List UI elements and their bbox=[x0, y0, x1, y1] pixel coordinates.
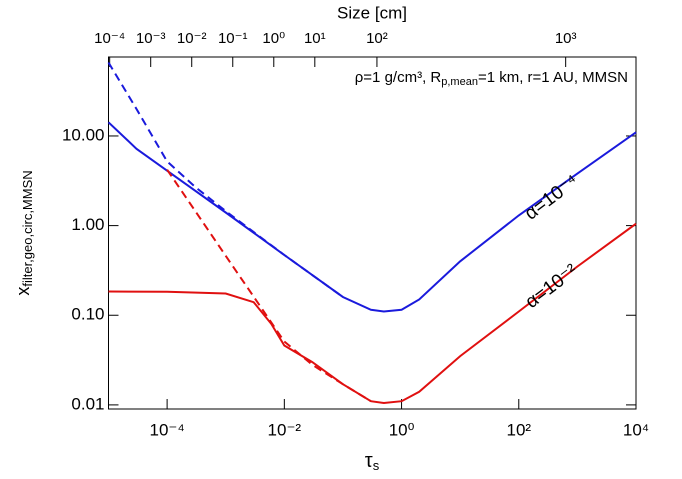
top-tick-label: 10² bbox=[366, 30, 388, 47]
top-tick-label: 10³ bbox=[555, 30, 577, 47]
x-tick-label: 10² bbox=[506, 420, 531, 439]
line bbox=[107, 121, 637, 313]
y-tick-label: 10.00 bbox=[62, 125, 105, 144]
top-tick-label: 10⁻⁴ bbox=[94, 30, 125, 47]
annotation: ρ=1 g/cm³, Rp,mean=1 km, r=1 AU, MMSN bbox=[355, 69, 628, 88]
x-tick-label: 10⁻² bbox=[268, 420, 302, 439]
line bbox=[108, 222, 637, 405]
curve-label: α=10⁻² bbox=[522, 260, 582, 313]
x-tick-label: 10⁴ bbox=[623, 420, 649, 439]
y-axis-title-sub: filter,geo,circ,MMSN bbox=[20, 170, 35, 286]
y-tick-label: 0.10 bbox=[71, 305, 104, 324]
y-axis-title: xfilter,geo,circ,MMSN bbox=[13, 170, 36, 295]
plot-frame bbox=[108, 56, 637, 410]
y-tick-label: 0.01 bbox=[71, 394, 104, 413]
top-axis-title: Size [cm] bbox=[337, 3, 407, 22]
top-tick-label: 10⁻³ bbox=[136, 30, 166, 47]
x-axis-title: τs bbox=[365, 450, 380, 473]
dashed-line bbox=[166, 169, 372, 403]
x-tick-label: 10⁰ bbox=[389, 420, 415, 439]
annotation-part: =1 km, r=1 AU, MMSN bbox=[478, 69, 628, 86]
annotation-sub: p,mean bbox=[441, 76, 478, 88]
x-axis-title-sub: s bbox=[373, 458, 380, 473]
annotation-part: ρ=1 g/cm³, R bbox=[355, 69, 442, 86]
top-tick-label: 10¹ bbox=[304, 30, 326, 47]
y-tick-label: 1.00 bbox=[71, 215, 104, 234]
top-tick-label: 10⁻¹ bbox=[218, 30, 248, 47]
top-tick-label: 10⁻² bbox=[177, 30, 207, 47]
x-axis-title-main: τ bbox=[365, 450, 373, 472]
curve-label: α=10⁻⁴ bbox=[521, 171, 583, 225]
top-tick-label: 10⁰ bbox=[262, 30, 285, 47]
dashed-line bbox=[107, 61, 344, 298]
y-axis-title-main: x bbox=[13, 287, 33, 296]
x-tick-label: 10⁻⁴ bbox=[150, 420, 185, 439]
